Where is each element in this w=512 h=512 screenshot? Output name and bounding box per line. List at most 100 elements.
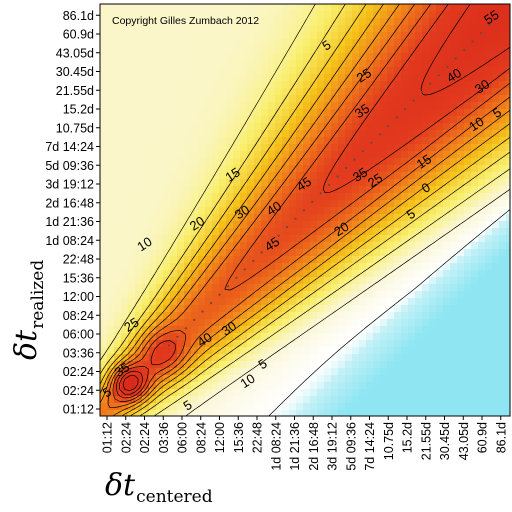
heatmap-cell [317,4,325,12]
heatmap-cell [394,130,402,138]
heatmap-cell [226,46,234,54]
heatmap-cell [107,284,115,292]
heatmap-cell [394,284,402,292]
heatmap-cell [121,382,129,390]
heatmap-cell [170,53,178,61]
heatmap-cell [261,340,269,348]
heatmap-cell [471,11,479,19]
heatmap-cell [282,256,290,264]
heatmap-cell [184,53,192,61]
heatmap-cell [331,144,339,152]
heatmap-cell [317,228,325,236]
heatmap-cell [254,81,262,89]
heatmap-cell [128,298,136,306]
heatmap-cell [163,207,171,215]
heatmap-cell [345,312,353,320]
heatmap-cell [233,144,241,152]
heatmap-cell [107,116,115,124]
heatmap-cell [156,319,164,327]
heatmap-cell [485,382,493,390]
heatmap-cell [156,228,164,236]
heatmap-cell [338,130,346,138]
heatmap-cell [100,144,108,152]
heatmap-cell [261,333,269,341]
heatmap-cell [296,158,304,166]
heatmap-cell [436,158,444,166]
heatmap-cell [205,25,213,33]
heatmap-cell [303,116,311,124]
heatmap-cell [156,347,164,355]
heatmap-cell [373,228,381,236]
heatmap-cell [289,228,297,236]
heatmap-cell [485,263,493,271]
heatmap-cell [212,242,220,250]
heatmap-cell [170,368,178,376]
heatmap-cell [275,214,283,222]
heatmap-cell [163,277,171,285]
heatmap-cell [492,375,500,383]
heatmap-cell [254,200,262,208]
heatmap-cell [170,305,178,313]
heatmap-cell [107,4,115,12]
heatmap-cell [191,186,199,194]
heatmap-cell [205,123,213,131]
heatmap-cell [324,284,332,292]
heatmap-cell [492,221,500,229]
heatmap-cell [401,361,409,369]
heatmap-cell [275,319,283,327]
heatmap-cell [464,200,472,208]
heatmap-cell [289,375,297,383]
heatmap-cell [443,137,451,145]
heatmap-cell [142,102,150,110]
heatmap-cell [443,46,451,54]
heatmap-cell [331,305,339,313]
heatmap-cell [198,18,206,26]
heatmap-cell [121,116,129,124]
heatmap-cell [373,305,381,313]
heatmap-cell [198,74,206,82]
heatmap-cell [163,95,171,103]
heatmap-cell [219,403,227,411]
heatmap-cell [254,88,262,96]
heatmap-cell [457,256,465,264]
heatmap-cell [226,242,234,250]
heatmap-cell [142,25,150,33]
heatmap-cell [303,46,311,54]
heatmap-cell [408,144,416,152]
heatmap-cell [331,4,339,12]
heatmap-cell [492,200,500,208]
heatmap-cell [149,368,157,376]
heatmap-cell [373,354,381,362]
heatmap-cell [450,298,458,306]
heatmap-cell [415,158,423,166]
heatmap-cell [156,172,164,180]
heatmap-cell [436,263,444,271]
heatmap-cell [177,403,185,411]
heatmap-cell [212,18,220,26]
heatmap-cell [471,144,479,152]
heatmap-cell [380,158,388,166]
heatmap-cell [170,109,178,117]
heatmap-cell [114,256,122,264]
heatmap-cell [275,291,283,299]
heatmap-cell [352,67,360,75]
heatmap-cell [261,32,269,40]
ridge-dot [193,318,196,321]
heatmap-cell [415,298,423,306]
heatmap-cell [366,151,374,159]
heatmap-cell [338,172,346,180]
heatmap-cell [107,270,115,278]
heatmap-cell [128,228,136,236]
heatmap-cell [331,277,339,285]
heatmap-cell [450,221,458,229]
heatmap-cell [450,144,458,152]
heatmap-cell [212,326,220,334]
heatmap-cell [450,158,458,166]
heatmap-cell [387,298,395,306]
heatmap-cell [149,340,157,348]
heatmap-cell [114,88,122,96]
heatmap-cell [254,382,262,390]
heatmap-cell [345,116,353,124]
heatmap-cell [394,74,402,82]
heatmap-cell [107,151,115,159]
